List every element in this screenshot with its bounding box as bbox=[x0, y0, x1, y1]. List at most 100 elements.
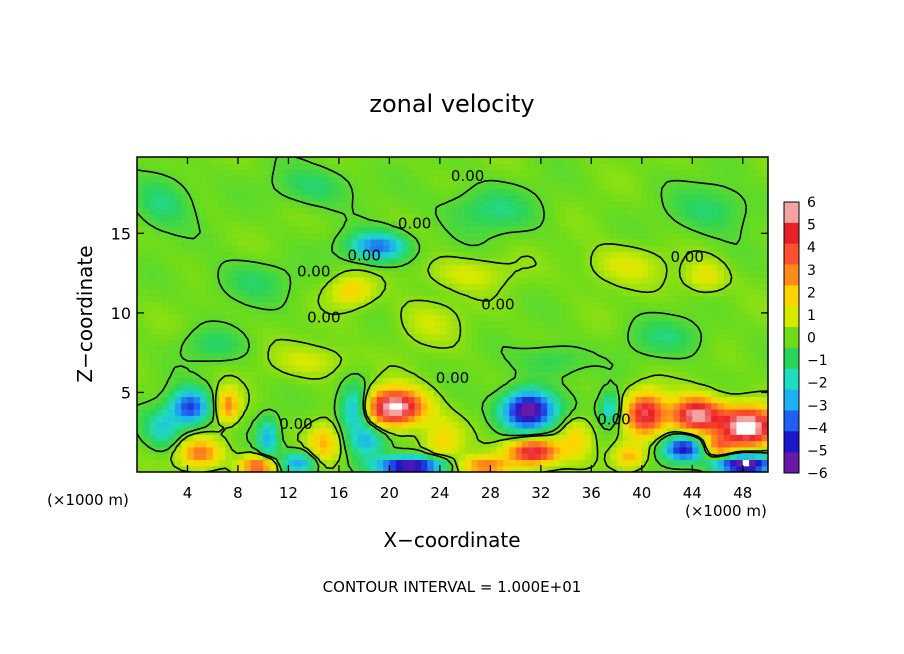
heatmap-cell bbox=[679, 232, 687, 240]
heatmap-cell bbox=[225, 232, 233, 240]
heatmap-cell bbox=[408, 371, 416, 379]
heatmap-cell bbox=[597, 182, 605, 190]
heatmap-cell bbox=[616, 213, 624, 221]
heatmap-cell bbox=[168, 238, 176, 246]
heatmap-cell bbox=[502, 194, 510, 202]
heatmap-cell bbox=[174, 257, 182, 265]
heatmap-cell bbox=[465, 440, 473, 448]
heatmap-cell bbox=[591, 270, 599, 278]
heatmap-cell bbox=[704, 409, 712, 416]
heatmap-cell bbox=[155, 421, 163, 429]
heatmap-cell bbox=[484, 440, 491, 448]
heatmap-cell bbox=[351, 232, 359, 240]
heatmap-cell bbox=[723, 339, 731, 347]
heatmap-cell bbox=[301, 245, 308, 253]
heatmap-cell bbox=[250, 446, 258, 454]
heatmap-cell bbox=[326, 245, 334, 253]
heatmap-cell bbox=[193, 251, 201, 259]
heatmap-cell bbox=[477, 201, 485, 208]
heatmap-cell bbox=[654, 421, 662, 429]
heatmap-cell bbox=[155, 327, 163, 334]
heatmap-cell bbox=[269, 427, 277, 435]
heatmap-cell bbox=[452, 415, 460, 423]
heatmap-cell bbox=[370, 163, 378, 171]
heatmap-cell bbox=[288, 364, 296, 372]
heatmap-cell bbox=[376, 238, 384, 246]
heatmap-cell bbox=[389, 213, 397, 221]
heatmap-cell bbox=[307, 396, 315, 404]
heatmap-cell bbox=[736, 169, 744, 177]
heatmap-cell bbox=[648, 289, 656, 297]
heatmap-cell bbox=[225, 409, 233, 416]
heatmap-cell bbox=[755, 339, 763, 347]
heatmap-cell bbox=[572, 175, 580, 183]
heatmap-cell bbox=[162, 459, 170, 467]
heatmap-cell bbox=[458, 163, 466, 171]
heatmap-cell bbox=[711, 188, 719, 196]
heatmap-cell bbox=[345, 377, 353, 385]
heatmap-cell bbox=[585, 327, 592, 334]
heatmap-cell bbox=[357, 465, 365, 472]
heatmap-cell bbox=[490, 371, 498, 379]
heatmap-cell bbox=[742, 289, 750, 297]
heatmap-cell bbox=[319, 188, 327, 196]
heatmap-cell bbox=[200, 327, 208, 334]
heatmap-cell bbox=[149, 157, 157, 164]
heatmap-cell bbox=[742, 364, 750, 372]
heatmap-cell bbox=[496, 377, 504, 385]
heatmap-cell bbox=[685, 402, 693, 410]
heatmap-cell bbox=[275, 327, 283, 334]
heatmap-cell bbox=[446, 188, 454, 196]
heatmap-cell bbox=[547, 465, 555, 472]
heatmap-cell bbox=[578, 402, 586, 410]
heatmap-cell bbox=[578, 188, 586, 196]
heatmap-cell bbox=[420, 169, 428, 177]
heatmap-cell bbox=[168, 383, 176, 391]
heatmap-cell bbox=[237, 390, 245, 397]
heatmap-cell bbox=[212, 270, 220, 278]
heatmap-cell bbox=[269, 396, 277, 404]
heatmap-cell bbox=[591, 377, 599, 385]
heatmap-cell bbox=[465, 245, 473, 253]
heatmap-cell bbox=[761, 409, 768, 416]
heatmap-cell bbox=[496, 276, 504, 284]
heatmap-cell bbox=[181, 245, 189, 253]
heatmap-cell bbox=[648, 314, 656, 322]
heatmap-cell bbox=[452, 440, 460, 448]
heatmap-cell bbox=[692, 188, 700, 196]
heatmap-cell bbox=[629, 320, 637, 328]
heatmap-cell bbox=[143, 346, 151, 353]
heatmap-cell bbox=[484, 220, 491, 227]
heatmap-cell bbox=[528, 415, 536, 423]
heatmap-cell bbox=[256, 390, 264, 397]
heatmap-cell bbox=[395, 459, 403, 467]
heatmap-cell bbox=[534, 320, 542, 328]
heatmap-cell bbox=[585, 163, 592, 171]
heatmap-cell bbox=[357, 415, 365, 423]
heatmap-cell bbox=[376, 339, 384, 347]
heatmap-cell bbox=[237, 295, 245, 303]
heatmap-cell bbox=[181, 169, 189, 177]
heatmap-cell bbox=[162, 308, 170, 316]
heatmap-cell bbox=[452, 427, 460, 435]
heatmap-cell bbox=[534, 446, 542, 454]
heatmap-cell bbox=[711, 364, 719, 372]
heatmap-cell bbox=[761, 270, 768, 278]
heatmap-cell bbox=[307, 352, 315, 360]
heatmap-cell bbox=[723, 333, 731, 341]
heatmap-cell bbox=[673, 257, 681, 265]
heatmap-cell bbox=[509, 283, 517, 290]
heatmap-cell bbox=[149, 371, 157, 379]
heatmap-cell bbox=[711, 226, 719, 234]
heatmap-cell bbox=[181, 232, 189, 240]
heatmap-cell bbox=[212, 446, 220, 454]
heatmap-cell bbox=[326, 434, 334, 442]
heatmap-cell bbox=[244, 169, 252, 177]
heatmap-cell bbox=[256, 364, 264, 372]
heatmap-cell bbox=[244, 459, 252, 467]
heatmap-cell bbox=[427, 194, 435, 202]
heatmap-cell bbox=[408, 327, 416, 334]
heatmap-cell bbox=[692, 327, 700, 334]
heatmap-cell bbox=[219, 169, 226, 177]
heatmap-cell bbox=[275, 213, 283, 221]
